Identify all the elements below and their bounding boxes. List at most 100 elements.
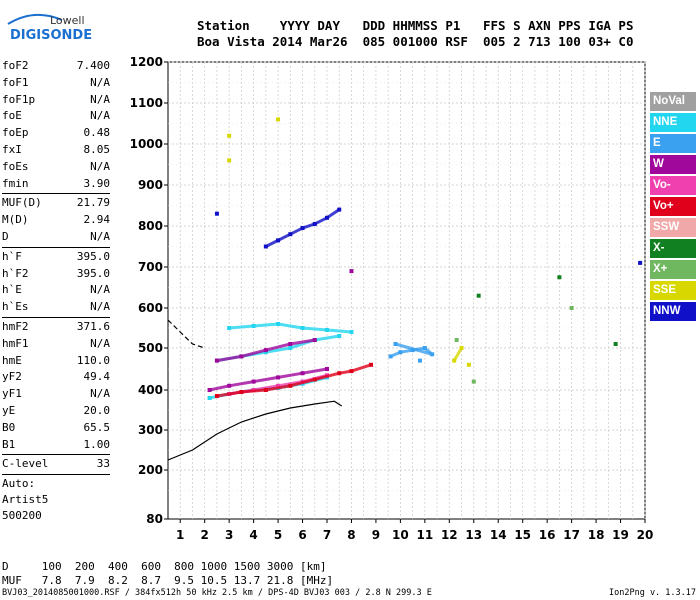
data-point [466,362,471,367]
logo-swoosh-icon [7,13,63,25]
series-e [388,342,435,363]
data-point [476,293,481,298]
trace-segment [208,384,231,392]
data-point [227,158,232,163]
y-tick-label: 200 [138,463,163,477]
param-name: yF1 [2,387,22,401]
params-divider [2,246,110,248]
data-point [417,358,422,363]
param-row: MUF(D) 21.79 [2,195,110,212]
trace-segment [227,380,256,388]
software-version: Ion2Png v. 1.3.17 [609,588,696,598]
trace-segment [276,232,292,242]
param-value: 20.0 [83,403,111,417]
x-tick-label: 17 [563,528,580,542]
trace-segment [215,354,243,363]
param-row: yE 20.0 [2,403,110,420]
trace-segment [264,238,280,248]
trace-segment [252,322,280,328]
param-name: h`Es [2,300,29,314]
param-row: foF2 7.400 [2,58,110,75]
x-tick-label: 14 [490,528,507,542]
trace-segment [349,363,373,373]
header-row-labels: Station YYYY DAY DDD HHMMSS P1 FFS S AXN… [197,18,634,33]
data-point [276,117,281,122]
trace-segment [288,338,317,346]
param-row: foF1 N/A [2,75,110,92]
chart-axes: 1 2 3 4 5 6 7 8 9 10 11 12 13 14 15 16 17 18 19 20802003004… [130,55,654,542]
trace-segment [288,378,317,388]
params-group-virtual-heights: h`F 395.0 h`F2 395.0 h`E N/A h`Es N/A [2,249,110,316]
params-divider [2,474,110,476]
trace-segment [389,350,402,358]
param-row: h`F2 395.0 [2,266,110,283]
muf-row: MUF 7.8 7.9 8.2 8.7 9.5 10.5 13.7 21.8 [… [2,574,334,587]
param-row: hmE 110.0 [2,353,110,370]
param-row: C-level 33 [2,456,110,473]
param-value: N/A [90,300,110,314]
y-tick-label: 500 [138,341,163,355]
x-tick-label: 11 [416,528,433,542]
legend-item-nnw: NNW [650,302,696,321]
param-value: 8.05 [83,142,111,156]
param-name: h`F2 [2,266,29,280]
param-row: B0 65.5 [2,420,110,437]
trace-segment [325,328,353,334]
series-sse [227,117,471,367]
trace-segment [239,388,268,394]
param-value: N/A [90,283,110,297]
x-tick-label: 15 [514,528,531,542]
param-value: N/A [90,159,110,173]
trace-segment [288,226,305,236]
param-value: 395.0 [76,266,110,280]
header-row-values: Boa Vista 2014 Mar26 085 001000 RSF 005 … [197,34,634,49]
param-name: foE [2,109,22,123]
param-row: yF2 49.4 [2,369,110,386]
x-tick-label: 2 [201,528,209,542]
logo-line1: Lowell [50,14,85,27]
param-name: yF2 [2,370,22,384]
param-value: 33 [96,457,110,471]
param-name: fxI [2,142,22,156]
trace-segment [325,208,341,220]
legend-item-noval: NoVal [650,92,696,111]
x-tick-label: 10 [392,528,409,542]
autoscaling-artist: Artist5 [2,493,49,507]
param-row: foF1p N/A [2,92,110,109]
legend-item-nne: NNE [650,113,696,132]
y-tick-label: 400 [138,383,163,397]
param-name: B0 [2,420,16,434]
param-value: 1.00 [83,437,111,451]
param-value: 65.5 [83,420,111,434]
data-point [638,260,643,265]
data-point [454,338,459,342]
param-name: h`F [2,249,22,263]
x-tick-label: 1 [176,528,184,542]
param-name: D [2,229,9,243]
trace-segment [301,222,317,230]
param-value: 371.6 [76,319,110,333]
param-name: hmF2 [2,319,29,333]
param-value: 7.400 [76,59,110,72]
series-x- [476,275,618,346]
params-divider [2,193,110,195]
param-name: M(D) [2,213,29,227]
param-value: 0.48 [83,126,111,140]
param-value: N/A [90,229,110,243]
trace-segment [313,371,341,381]
legend-item-sse: SSE [650,281,696,300]
y-tick-label: 1200 [130,55,163,69]
param-name: foF1p [2,92,36,106]
param-row: yF1 N/A [2,386,110,403]
x-tick-label: 6 [298,528,306,542]
profile-lines [167,319,343,461]
data-point [214,211,219,216]
param-value: 49.4 [83,370,111,384]
data-point [349,269,354,274]
trace-segment [313,334,341,342]
params-divider [2,316,110,318]
sounding-header: Station YYYY DAY DDD HHMMSS P1 FFS S AXN… [197,18,634,50]
params-group-profile: hmF2 371.6 hmF1 N/A hmE 110.0 yF2 49.4 yF1 N/A yE 2… [2,319,110,453]
trace-segment [252,375,280,384]
